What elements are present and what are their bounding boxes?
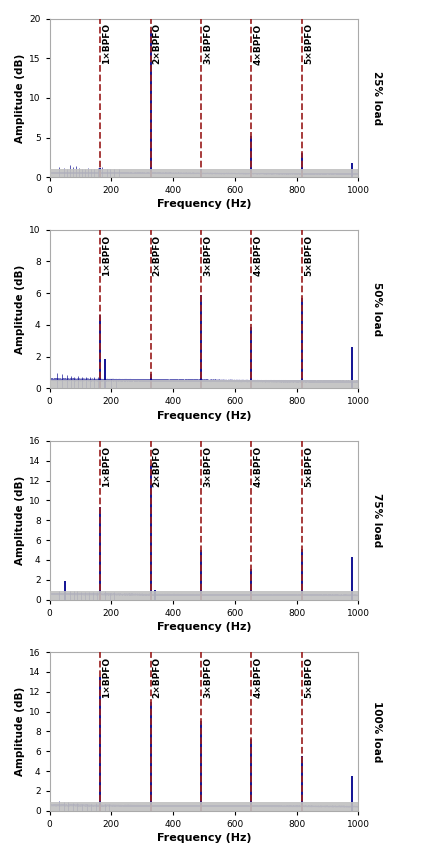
Text: 5×BPFO: 5×BPFO	[304, 445, 313, 486]
Text: 3×BPFO: 3×BPFO	[203, 234, 212, 275]
Text: 4×BPFO: 4×BPFO	[254, 656, 262, 698]
Text: 5×BPFO: 5×BPFO	[304, 656, 313, 698]
Text: 4×BPFO: 4×BPFO	[254, 445, 262, 486]
Text: 2×BPFO: 2×BPFO	[153, 234, 162, 275]
Text: 3×BPFO: 3×BPFO	[203, 23, 212, 64]
X-axis label: Frequency (Hz): Frequency (Hz)	[157, 411, 251, 420]
Y-axis label: Amplitude (dB): Amplitude (dB)	[15, 475, 25, 565]
Text: 3×BPFO: 3×BPFO	[203, 656, 212, 698]
X-axis label: Frequency (Hz): Frequency (Hz)	[157, 200, 251, 209]
Text: 5×BPFO: 5×BPFO	[304, 234, 313, 275]
Text: 50% load: 50% load	[372, 282, 382, 336]
Text: 25% load: 25% load	[372, 71, 382, 125]
Bar	[49, 380, 358, 389]
Y-axis label: Amplitude (dB): Amplitude (dB)	[15, 53, 25, 142]
Bar	[49, 802, 358, 811]
Text: 2×BPFO: 2×BPFO	[153, 445, 162, 486]
Text: 1×BPFO: 1×BPFO	[102, 23, 111, 64]
Text: 4×BPFO: 4×BPFO	[254, 23, 262, 64]
Text: 1×BPFO: 1×BPFO	[102, 656, 111, 698]
Bar	[49, 168, 358, 178]
X-axis label: Frequency (Hz): Frequency (Hz)	[157, 622, 251, 631]
Text: 4×BPFO: 4×BPFO	[254, 234, 262, 275]
Y-axis label: Amplitude (dB): Amplitude (dB)	[15, 264, 25, 353]
Text: 2×BPFO: 2×BPFO	[153, 23, 162, 64]
Text: 1×BPFO: 1×BPFO	[102, 234, 111, 275]
Text: 2×BPFO: 2×BPFO	[153, 656, 162, 698]
Text: 75% load: 75% load	[372, 493, 382, 547]
Bar	[49, 591, 358, 600]
Text: 100% load: 100% load	[372, 701, 382, 762]
X-axis label: Frequency (Hz): Frequency (Hz)	[157, 833, 251, 843]
Text: 5×BPFO: 5×BPFO	[304, 23, 313, 64]
Text: 3×BPFO: 3×BPFO	[203, 445, 212, 486]
Y-axis label: Amplitude (dB): Amplitude (dB)	[15, 686, 25, 776]
Text: 1×BPFO: 1×BPFO	[102, 445, 111, 486]
